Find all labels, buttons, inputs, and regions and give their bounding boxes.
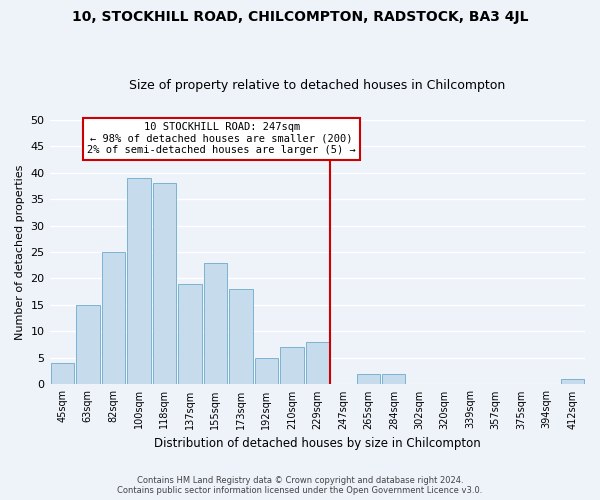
Bar [254, 358, 278, 384]
Bar [560, 379, 584, 384]
Text: 10 STOCKHILL ROAD: 247sqm
← 98% of detached houses are smaller (200)
2% of semi-: 10 STOCKHILL ROAD: 247sqm ← 98% of detac… [87, 122, 356, 156]
Y-axis label: Number of detached properties: Number of detached properties [15, 164, 25, 340]
Text: 10, STOCKHILL ROAD, CHILCOMPTON, RADSTOCK, BA3 4JL: 10, STOCKHILL ROAD, CHILCOMPTON, RADSTOC… [72, 10, 528, 24]
Bar [50, 363, 74, 384]
Bar [152, 183, 176, 384]
Bar [101, 252, 125, 384]
Bar [127, 178, 151, 384]
Bar [203, 262, 227, 384]
Bar [356, 374, 380, 384]
Text: Contains HM Land Registry data © Crown copyright and database right 2024.
Contai: Contains HM Land Registry data © Crown c… [118, 476, 482, 495]
Bar [229, 289, 253, 384]
Title: Size of property relative to detached houses in Chilcompton: Size of property relative to detached ho… [129, 79, 505, 92]
Bar [280, 348, 304, 385]
X-axis label: Distribution of detached houses by size in Chilcompton: Distribution of detached houses by size … [154, 437, 481, 450]
Bar [382, 374, 406, 384]
Bar [305, 342, 329, 384]
Bar [178, 284, 202, 384]
Bar [76, 305, 100, 384]
